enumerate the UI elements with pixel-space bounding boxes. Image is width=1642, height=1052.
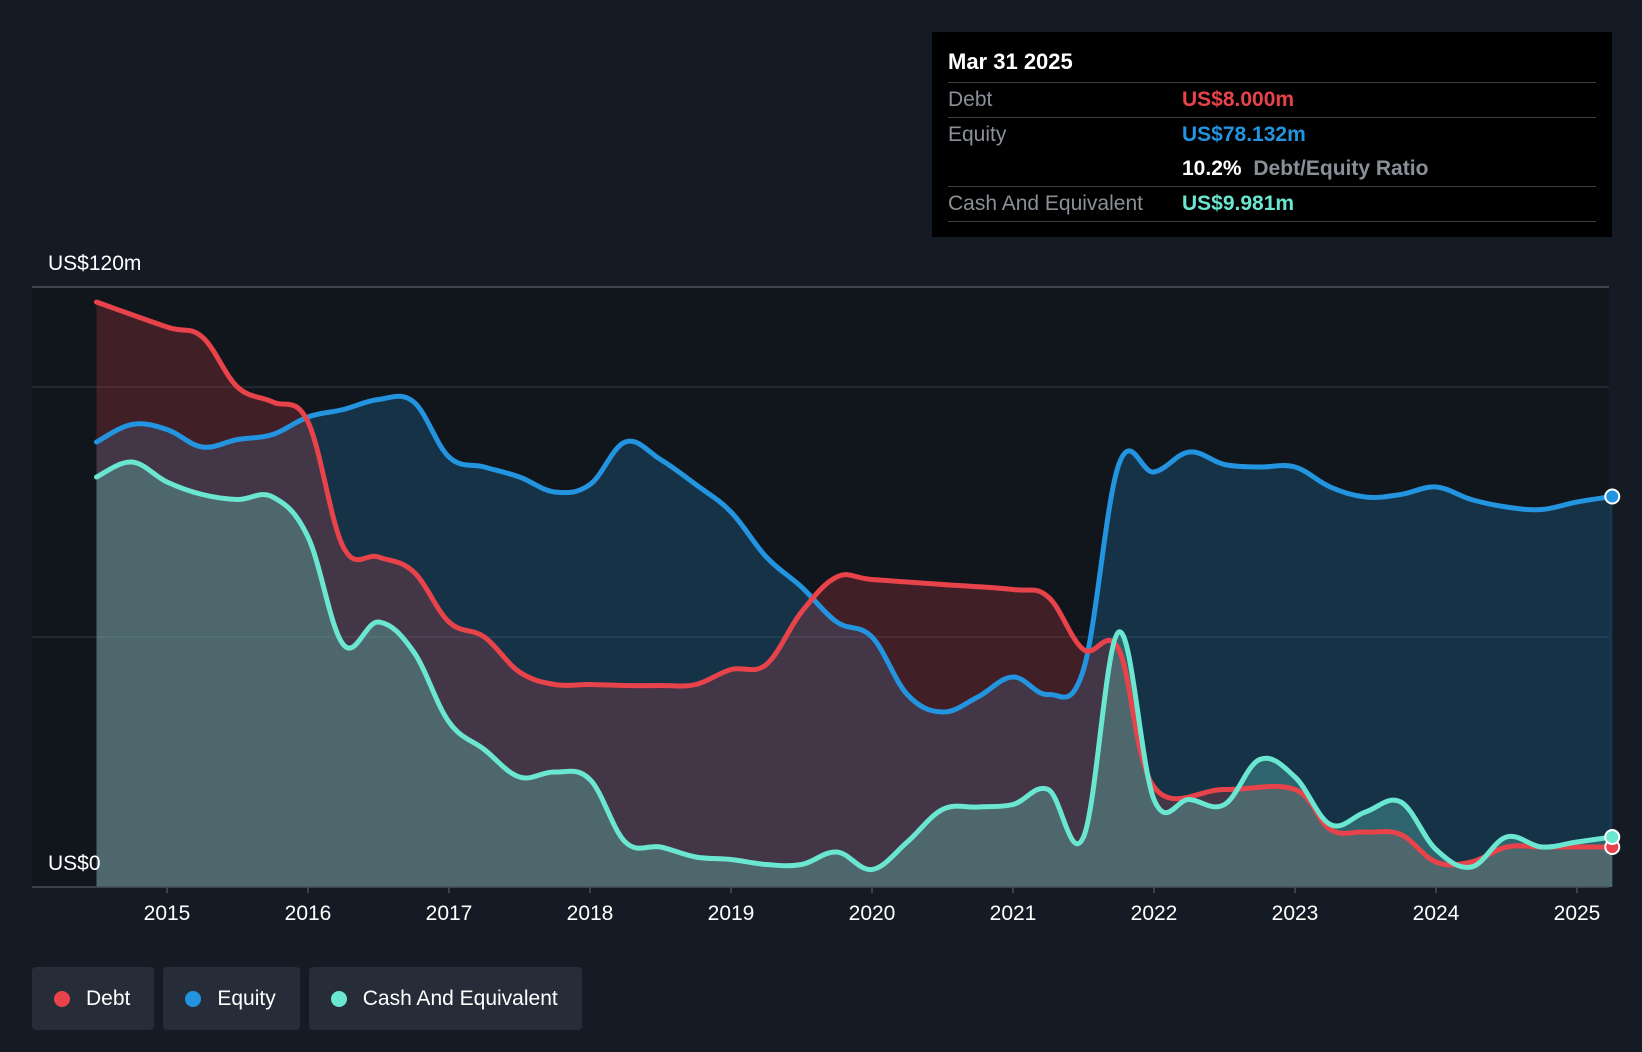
- x-tick-label-2022: 2022: [1131, 902, 1178, 925]
- x-tick-label-2015: 2015: [144, 902, 191, 925]
- tooltip-equity-label: Equity: [948, 123, 1007, 146]
- tooltip-debt-row: Debt US$8.000m: [948, 83, 1596, 118]
- legend-item-equity[interactable]: Equity: [163, 967, 300, 1030]
- legend-item-debt[interactable]: Debt: [32, 967, 155, 1030]
- series-lines: [94, 299, 1615, 873]
- legend-label-cash: Cash And Equivalent: [362, 986, 558, 1010]
- cash-and-equivalent-area: [96, 461, 1613, 887]
- gridlines: [32, 286, 1609, 638]
- end-markers: [1604, 488, 1621, 855]
- x-tick-label-2021: 2021: [990, 902, 1037, 925]
- y-axis-bottom-label: US$0: [48, 852, 101, 875]
- equity-line: [94, 393, 1615, 715]
- equity-end-point: [1604, 488, 1621, 505]
- legend-label-equity: Equity: [217, 986, 276, 1010]
- x-tick-label-2016: 2016: [285, 902, 332, 925]
- x-tick-label-2018: 2018: [567, 902, 614, 925]
- x-tick-label-2020: 2020: [849, 902, 896, 925]
- cash-dot-icon: [330, 990, 347, 1007]
- tooltip-equity-value: US$78.132m: [1182, 123, 1306, 146]
- legend-item-cash[interactable]: Cash And Equivalent: [308, 967, 582, 1030]
- tooltip-equity-row: Equity US$78.132m: [948, 118, 1596, 152]
- series-areas: [96, 302, 1613, 887]
- debt-area: [96, 302, 1613, 887]
- x-tick-label-2023: 2023: [1272, 902, 1319, 925]
- debt-dot-icon: [54, 990, 70, 1007]
- data-tooltip: Mar 31 2025 Debt US$8.000m Equity US$78.…: [932, 32, 1612, 237]
- equity-area: [96, 396, 1613, 887]
- tooltip-cash-row: Cash And Equivalent US$9.981m: [948, 187, 1596, 222]
- tooltip-ratio-value: 10.2%: [1182, 157, 1242, 180]
- legend-label-debt: Debt: [86, 986, 131, 1010]
- tooltip-cash-value: US$9.981m: [1182, 192, 1295, 215]
- x-tick-label-2025: 2025: [1554, 902, 1601, 925]
- tooltip-ratio-label: Debt/Equity Ratio: [1253, 157, 1429, 180]
- x-tick-label-2019: 2019: [708, 902, 755, 925]
- debt-equity-chart: 2015 2016 2017 2018 2019 2020 2021 2022 2023 2024…: [32, 252, 1621, 925]
- x-axis-ticks: 2015 2016 2017 2018 2019 2020 2021 2022 2023 2024…: [144, 887, 1601, 925]
- tooltip-debt-label: Debt: [948, 88, 993, 111]
- debt-line: [94, 299, 1615, 868]
- tooltip-ratio-row: 10.2% Debt/Equity Ratio: [948, 152, 1596, 187]
- x-tick-label-2024: 2024: [1413, 902, 1460, 925]
- cash-and-equivalent-end-point: [1604, 829, 1621, 845]
- tooltip-cash-label: Cash And Equivalent: [948, 192, 1143, 215]
- cash-and-equivalent-line: [94, 459, 1615, 873]
- equity-dot-icon: [185, 990, 202, 1007]
- x-tick-label-2017: 2017: [426, 902, 473, 925]
- y-axis-top-label: US$120m: [48, 252, 141, 275]
- tooltip-date: Mar 31 2025: [948, 46, 1596, 83]
- chart-legend: Debt Equity Cash And Equivalent: [32, 967, 582, 1030]
- tooltip-debt-value: US$8.000m: [1182, 88, 1295, 111]
